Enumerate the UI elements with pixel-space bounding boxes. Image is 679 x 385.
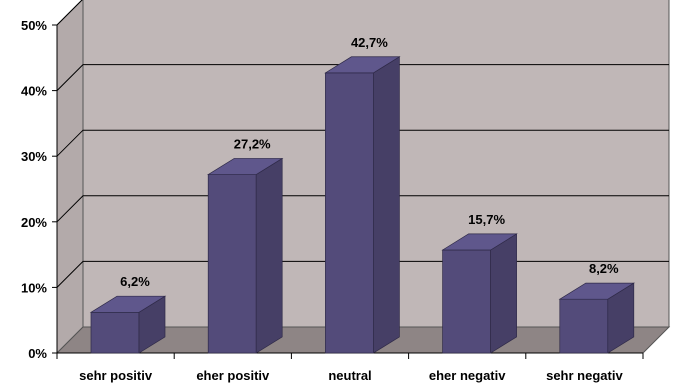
x-tick-label: sehr negativ bbox=[546, 368, 623, 383]
x-tick-label: sehr positiv bbox=[79, 368, 153, 383]
gridline bbox=[56, 195, 669, 223]
x-tick-label: eher negativ bbox=[429, 368, 506, 383]
bar bbox=[441, 233, 518, 354]
y-tick-label: 0% bbox=[28, 346, 47, 361]
bar-top bbox=[441, 233, 518, 251]
bar-front bbox=[559, 298, 609, 354]
y-tick-label: 30% bbox=[21, 149, 47, 164]
gridline bbox=[56, 0, 83, 26]
bar-front bbox=[90, 311, 140, 354]
bar-front bbox=[442, 249, 491, 354]
y-tick-label: 50% bbox=[21, 18, 47, 33]
data-label: 27,2% bbox=[234, 136, 271, 151]
bar-top bbox=[324, 56, 401, 74]
bars-layer bbox=[89, 56, 636, 354]
x-tick-label: neutral bbox=[328, 368, 371, 383]
bar-front bbox=[325, 72, 374, 354]
gridline bbox=[56, 129, 669, 157]
data-label: 8,2% bbox=[589, 261, 619, 276]
bar bbox=[558, 282, 636, 354]
x-tick-label: eher positiv bbox=[196, 368, 270, 383]
data-label: 6,2% bbox=[120, 274, 150, 289]
bar-front bbox=[207, 174, 257, 354]
y-tick-label: 40% bbox=[21, 84, 47, 99]
bar-top bbox=[89, 295, 167, 313]
bar bbox=[89, 295, 167, 354]
y-tick-label: 20% bbox=[21, 215, 47, 230]
bar bbox=[324, 56, 401, 354]
bar-side bbox=[490, 233, 517, 354]
labels-layer: 0% 10% 20% 30% 40% 50% 6,2% sehr positiv 27,2% eh… bbox=[21, 18, 623, 383]
plot-side-wall bbox=[56, 0, 84, 355]
bar bbox=[206, 157, 284, 354]
bar-top bbox=[206, 158, 284, 175]
bar-top bbox=[558, 282, 636, 300]
data-label: 15,7% bbox=[468, 212, 505, 227]
gridline bbox=[56, 64, 669, 91]
bar-side bbox=[373, 56, 400, 354]
data-label: 42,7% bbox=[351, 35, 388, 50]
y-tick-label: 10% bbox=[21, 280, 47, 295]
bar-side bbox=[255, 157, 283, 354]
